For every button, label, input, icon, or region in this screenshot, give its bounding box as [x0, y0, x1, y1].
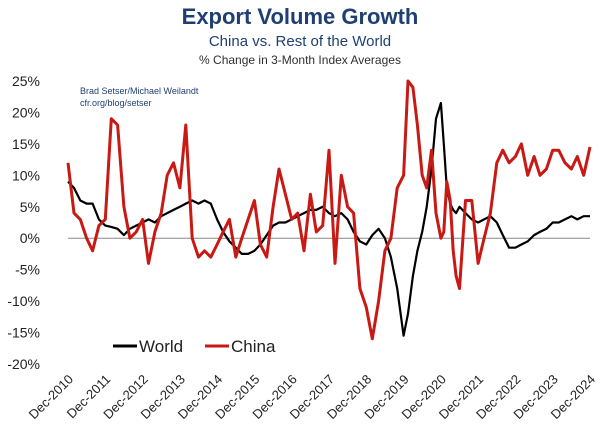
y-tick-label: -5% — [15, 262, 40, 278]
source-credit-authors: Brad Setser/Michael Weilandt — [80, 86, 199, 96]
y-tick-label: 20% — [12, 104, 40, 120]
y-tick-label: -15% — [7, 325, 40, 341]
chart-units-note: % Change in 3-Month Index Averages — [199, 53, 401, 67]
y-tick-label: 15% — [12, 136, 40, 152]
x-axis-ticks: Dec-2010Dec-2011Dec-2012Dec-2013Dec-2014… — [26, 372, 598, 422]
series-line-china — [66, 79, 592, 341]
legend-label-china: China — [231, 337, 276, 356]
legend-label-world: World — [139, 337, 183, 356]
y-tick-label: 0% — [20, 230, 40, 246]
chart-subtitle: China vs. Rest of the World — [208, 33, 392, 50]
series-line-world — [67, 101, 590, 337]
source-credit-url: cfr.org/blog/setser — [80, 98, 152, 108]
chart-title: Export Volume Growth — [181, 4, 419, 29]
y-tick-label: -20% — [7, 356, 40, 372]
series-lines — [66, 79, 592, 341]
y-tick-label: 5% — [20, 199, 40, 215]
y-tick-label: -10% — [7, 293, 40, 309]
y-tick-label: 25% — [12, 73, 40, 89]
y-tick-label: 10% — [12, 167, 40, 183]
chart-legend: World China — [113, 337, 276, 356]
y-axis-ticks: 25% 20% 15% 10% 5% 0% -5% -10% -15% -20% — [7, 73, 40, 372]
